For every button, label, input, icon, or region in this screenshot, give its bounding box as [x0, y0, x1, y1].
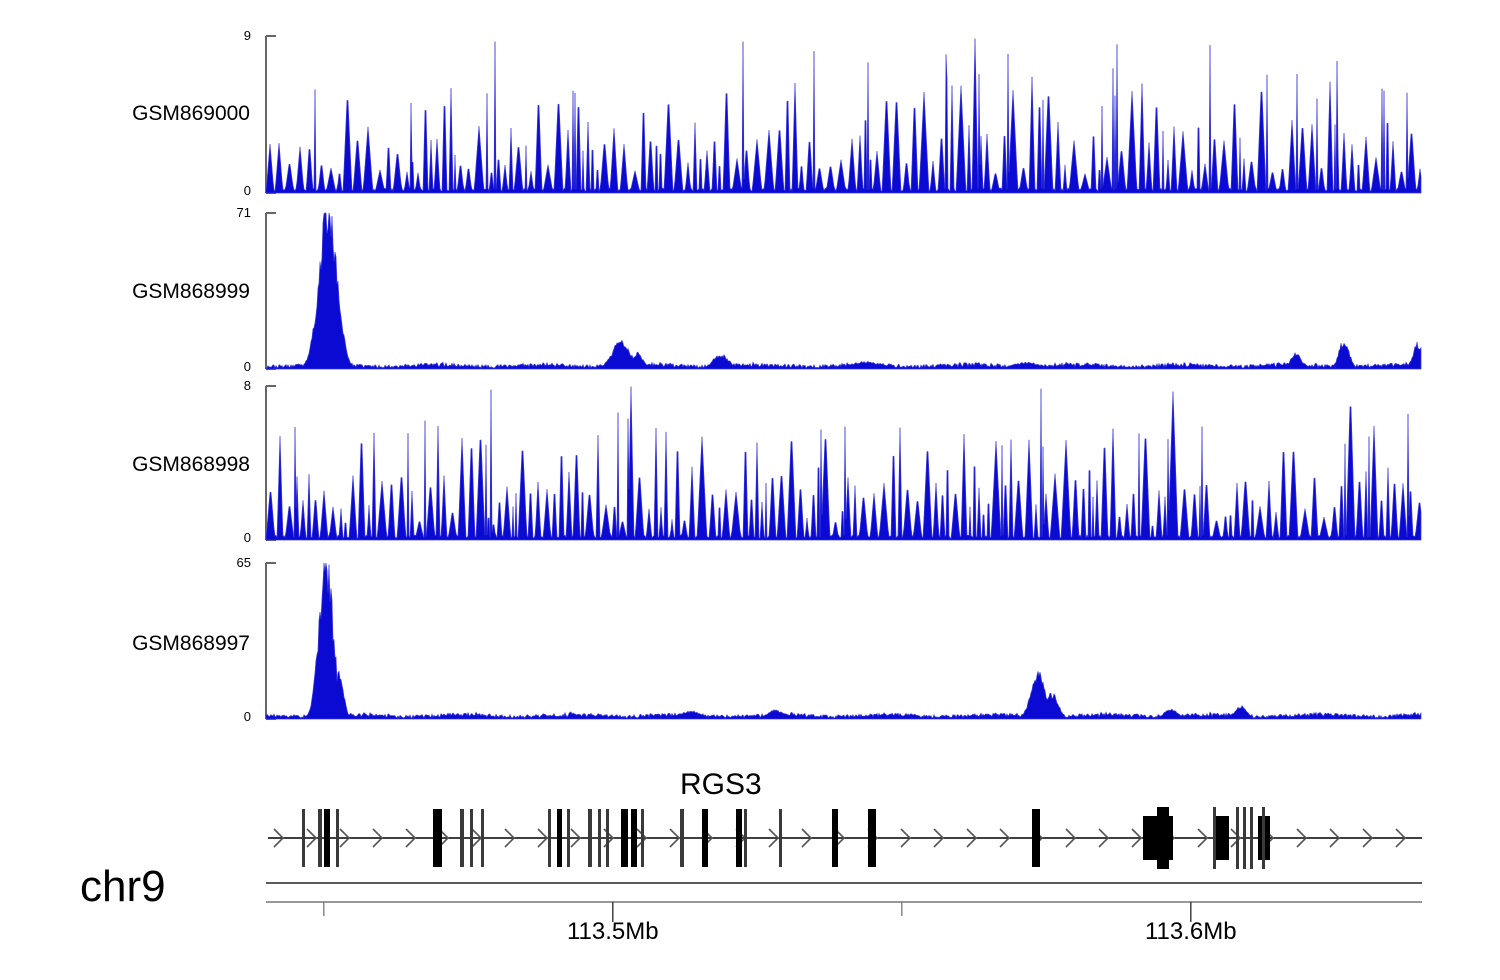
track-label-gsm868998: GSM868998	[132, 453, 250, 476]
gene-exon[interactable]	[318, 809, 322, 867]
signal-area	[265, 562, 1422, 720]
gene-exon[interactable]	[621, 809, 628, 867]
gene-exon[interactable]	[1243, 807, 1246, 869]
track-label-gsm868997: GSM868997	[132, 632, 250, 655]
strand-arrow-icon	[537, 828, 549, 848]
gene-exon[interactable]	[324, 809, 330, 867]
strand-arrow-icon	[339, 828, 351, 848]
gene-exon[interactable]	[470, 809, 473, 867]
gene-exon[interactable]	[433, 809, 442, 867]
strand-arrow-icon	[636, 828, 648, 848]
strand-arrow-icon	[1395, 828, 1407, 848]
gene-exon[interactable]	[1157, 807, 1169, 869]
track-label-gsm868999: GSM868999	[132, 280, 250, 303]
gene-exon[interactable]	[680, 809, 684, 867]
gene-exon[interactable]	[548, 809, 551, 867]
strand-arrow-icon	[900, 828, 912, 848]
strand-arrow-icon	[768, 828, 780, 848]
signal-plot-gsm869000	[265, 35, 1422, 194]
track-axis-min-gsm868998: 0	[243, 530, 251, 545]
gene-label-rgs3[interactable]: RGS3	[680, 768, 762, 801]
track-axis-max-gsm868997: 65	[236, 555, 251, 570]
strand-arrow-icon	[933, 828, 945, 848]
signal-area	[265, 562, 1422, 720]
gene-exon[interactable]	[567, 809, 570, 867]
signal-area	[265, 38, 1422, 194]
ruler-tick-label: 113.5Mb	[566, 918, 659, 945]
ruler-tick-label: 113.6Mb	[1144, 918, 1237, 945]
gene-exon[interactable]	[302, 809, 305, 867]
gene-exon[interactable]	[481, 809, 484, 867]
gene-exon[interactable]	[1236, 807, 1239, 869]
strand-arrow-icon	[999, 828, 1011, 848]
gene-exon[interactable]	[631, 809, 637, 867]
signal-area	[265, 212, 1422, 370]
signal-track-gsm868997[interactable]: GSM868997 65 0	[0, 552, 1500, 732]
signal-plot-gsm868999	[265, 212, 1422, 370]
strand-arrow-icon	[1098, 828, 1110, 848]
track-axis-max-gsm868999: 71	[236, 205, 251, 220]
gene-exon[interactable]	[1262, 807, 1265, 869]
track-axis-min-gsm868999: 0	[243, 359, 251, 374]
strand-arrow-icon	[1065, 828, 1077, 848]
strand-arrow-icon	[1329, 828, 1341, 848]
strand-arrow-icon	[273, 828, 285, 848]
signal-plot-gsm868998	[265, 385, 1422, 541]
track-axis-max-gsm868998: 8	[243, 378, 251, 393]
gene-exon[interactable]	[744, 809, 747, 867]
track-axis-max-gsm869000: 9	[243, 28, 251, 43]
gene-exon[interactable]	[641, 809, 644, 867]
gene-exon[interactable]	[779, 809, 782, 867]
signal-track-gsm869000[interactable]: GSM869000 9 0	[0, 0, 1500, 200]
genome-ruler[interactable]	[0, 878, 1500, 958]
gene-exon[interactable]	[1213, 807, 1216, 869]
gene-exon[interactable]	[702, 809, 708, 867]
gene-exon[interactable]	[336, 809, 339, 867]
track-axis-min-gsm868997: 0	[243, 709, 251, 724]
signal-area	[265, 386, 1422, 541]
gene-exon[interactable]	[606, 809, 609, 867]
signal-plot-gsm868997	[265, 562, 1422, 720]
track-label-gsm869000: GSM869000	[132, 102, 250, 125]
gene-exon[interactable]	[557, 809, 562, 867]
strand-arrow-icon	[1296, 828, 1308, 848]
strand-arrow-icon	[405, 828, 417, 848]
strand-arrow-icon	[669, 828, 681, 848]
signal-area	[265, 212, 1422, 370]
strand-arrow-icon	[1197, 828, 1209, 848]
gene-model-track[interactable]	[0, 790, 1500, 900]
gene-exon[interactable]	[1032, 809, 1040, 867]
gene-exon[interactable]	[1216, 816, 1229, 860]
strand-arrow-icon	[306, 828, 318, 848]
chromosome-label: chr9	[80, 862, 166, 911]
strand-arrow-icon	[801, 828, 813, 848]
strand-arrow-icon	[966, 828, 978, 848]
track-axis-min-gsm869000: 0	[243, 183, 251, 198]
gene-exon[interactable]	[598, 809, 601, 867]
gene-exon[interactable]	[832, 809, 838, 867]
gene-exon[interactable]	[868, 809, 876, 867]
signal-area	[265, 38, 1422, 194]
gene-exon[interactable]	[460, 809, 464, 867]
gene-exon[interactable]	[588, 809, 592, 867]
signal-track-gsm868998[interactable]: GSM868998 8 0	[0, 375, 1500, 550]
gene-exon[interactable]	[1250, 807, 1253, 869]
strand-arrow-icon	[1230, 828, 1242, 848]
signal-track-gsm868999[interactable]: GSM868999 71 0	[0, 200, 1500, 380]
strand-arrow-icon	[1362, 828, 1374, 848]
strand-arrow-icon	[1131, 828, 1143, 848]
strand-arrow-icon	[570, 828, 582, 848]
strand-arrow-icon	[504, 828, 516, 848]
gene-exon[interactable]	[736, 809, 742, 867]
strand-arrow-icon	[372, 828, 384, 848]
